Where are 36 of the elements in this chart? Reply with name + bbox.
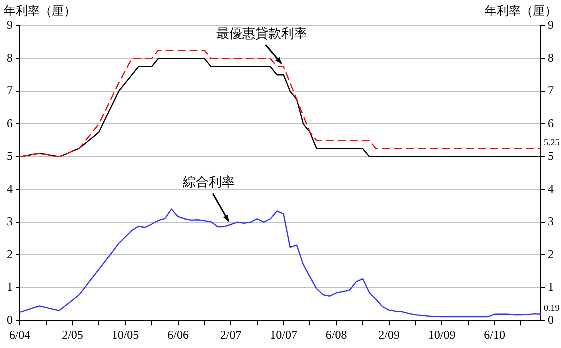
y2-tick-label: 9 xyxy=(548,18,554,32)
y-tick-label: 7 xyxy=(7,84,13,98)
y2-tick-label: 4 xyxy=(548,182,554,196)
y2-tick-label: 2 xyxy=(548,247,554,262)
y-tick-label: 0 xyxy=(7,312,13,327)
x-tick-label: 10/05 xyxy=(112,328,140,342)
y-tick-label: 5 xyxy=(7,149,13,164)
data-label: 0.19 xyxy=(544,303,560,314)
y-tick-label: 8 xyxy=(7,50,13,65)
y2-tick-label: 0 xyxy=(548,312,554,327)
y-tick-label: 4 xyxy=(7,182,13,196)
y2-tick-label: 5 xyxy=(548,149,554,164)
x-tick-label: 2/07 xyxy=(220,328,242,342)
y2-tick-label: 3 xyxy=(548,214,554,229)
y2-tick-label: 1 xyxy=(548,280,554,294)
x-tick-label: 10/09 xyxy=(428,328,456,342)
annotation: 綜合利率 xyxy=(182,174,236,191)
y2-tick-label: 6 xyxy=(548,116,554,130)
x-tick-label: 6/08 xyxy=(326,328,348,342)
x-tick-label: 2/09 xyxy=(378,328,400,342)
x-tick-label: 10/07 xyxy=(270,328,298,342)
x-tick-label: 6/10 xyxy=(484,328,506,342)
y-tick-label: 1 xyxy=(7,280,13,294)
y-tick-label: 6 xyxy=(7,116,13,130)
y-tick-label: 2 xyxy=(7,247,13,262)
x-tick-label: 2/05 xyxy=(62,328,84,342)
data-label: 5.25 xyxy=(544,138,560,148)
y2-axis-title: 年利率（厘） xyxy=(485,4,557,18)
y-tick-label: 9 xyxy=(7,18,13,32)
x-tick-label: 6/06 xyxy=(168,328,189,342)
x-tick-label: 6/04 xyxy=(9,328,31,342)
y2-tick-label: 7 xyxy=(548,84,554,98)
annotation: 最優惠貸款利率 xyxy=(216,26,308,42)
y-axis-title: 年利率（厘） xyxy=(4,4,76,18)
y2-tick-label: 8 xyxy=(548,50,554,65)
y-tick-label: 3 xyxy=(7,214,13,229)
